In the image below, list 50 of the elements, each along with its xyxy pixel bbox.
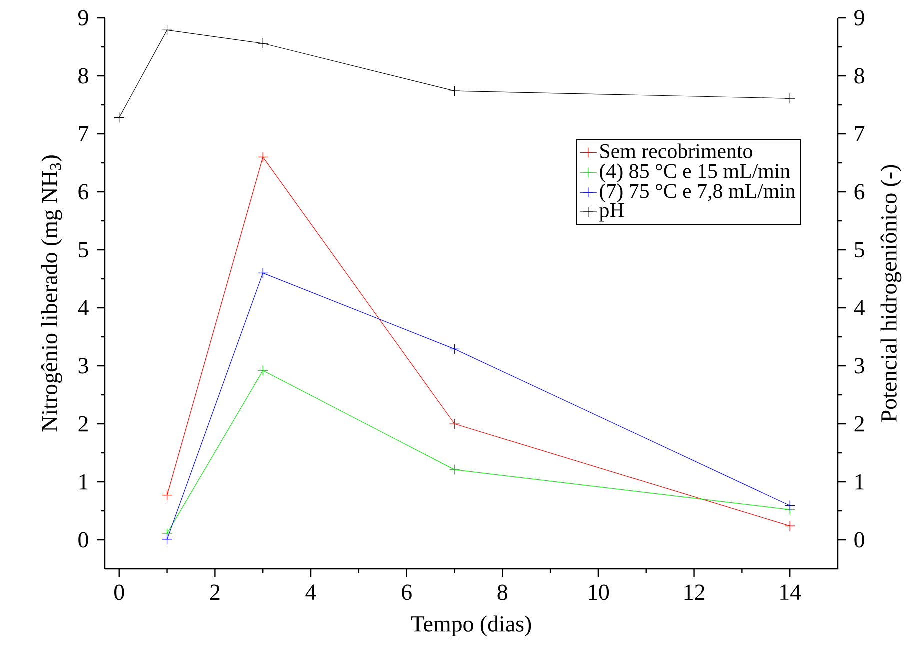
y2-tick-label: 5	[855, 242, 864, 258]
x-tick-label: 14	[780, 584, 802, 600]
point	[258, 38, 268, 49]
legend-label: (7) 75 °C e 7,8 mL/min	[600, 184, 796, 203]
y2-tick-label: 1	[856, 474, 864, 490]
y2-tick-label: 6	[854, 184, 865, 200]
point	[258, 152, 268, 162]
y-tick-label: 9	[78, 10, 88, 26]
point	[449, 418, 460, 430]
x-tick-label: 6	[402, 584, 412, 600]
y-tick-label: 2	[78, 416, 88, 432]
y-axis-title: Nitrogênio liberado (mg NH$_{3}$)	[41, 156, 62, 432]
point	[162, 490, 173, 501]
point	[449, 344, 460, 354]
legend-label: (4) 85 °C e 15 mL/min	[600, 164, 790, 183]
y2-tick-label: 3	[854, 358, 864, 374]
y2-tick-label: 7	[855, 126, 865, 142]
y-tick-label: 4	[78, 300, 89, 316]
point	[258, 365, 268, 376]
point	[784, 520, 796, 532]
x-tick-label: 12	[684, 584, 704, 600]
legend-label: Sem recobrimento	[600, 144, 752, 158]
x-tick-label: 0	[114, 584, 124, 600]
y-tick-label: 1	[80, 474, 88, 490]
y-tick-label: 7	[79, 126, 89, 142]
point	[784, 93, 796, 104]
x-tick-label: 8	[498, 584, 508, 600]
point	[114, 112, 125, 124]
y-tick-label: 3	[78, 358, 88, 374]
y-tick-label: 5	[79, 242, 88, 258]
x-tick-label: 2	[210, 584, 220, 600]
y-tick-label: 6	[78, 184, 89, 200]
y2-tick-label: 8	[854, 68, 864, 84]
x-tick-label: 4	[306, 584, 316, 600]
y2-tick-label: 4	[854, 300, 865, 316]
x-tick-label: 10	[589, 584, 610, 600]
point	[784, 500, 796, 512]
point	[162, 534, 173, 545]
point	[449, 86, 460, 96]
point	[449, 464, 460, 476]
point	[162, 24, 173, 36]
y-tick-label: 8	[78, 68, 88, 84]
y-tick-label: 0	[78, 532, 88, 548]
point	[258, 268, 268, 278]
y2-tick-label: 0	[854, 532, 864, 548]
y2-tick-label: 2	[854, 416, 864, 432]
y2-axis-title: Potencial hidrogeniônico (-)	[880, 165, 902, 422]
x-axis-title: Tempo (dias)	[411, 616, 532, 637]
legend-label: pH	[600, 204, 624, 222]
y2-tick-label: 9	[854, 10, 864, 26]
